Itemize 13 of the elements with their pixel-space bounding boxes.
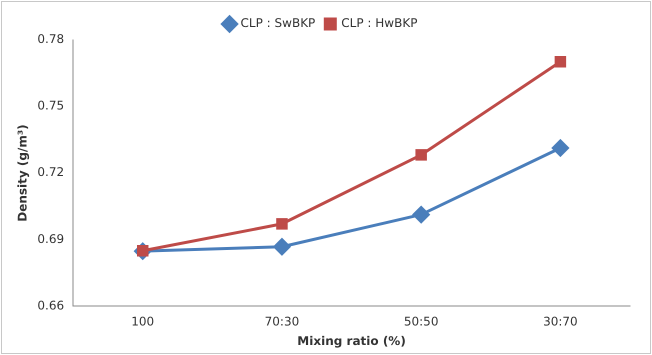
x-tick-label: 50:50 (404, 314, 438, 329)
y-axis-title: Density (g/m³) (15, 124, 30, 222)
y-tick-label: 0.78 (37, 32, 64, 46)
x-axis-title: Mixing ratio (%) (297, 334, 406, 348)
x-tick-label: 100 (131, 314, 154, 329)
legend-label: CLP : HwBKP (341, 16, 418, 30)
y-tick-label: 0.72 (37, 165, 64, 180)
x-tick-label: 30:70 (543, 314, 578, 329)
y-tick-label: 0.69 (37, 232, 64, 246)
y-tick-label: 0.66 (37, 298, 64, 312)
x-tick-label: 70:30 (264, 314, 300, 329)
legend-label: CLP : SwBKP (240, 16, 316, 30)
y-tick-label: 0.75 (37, 98, 64, 113)
